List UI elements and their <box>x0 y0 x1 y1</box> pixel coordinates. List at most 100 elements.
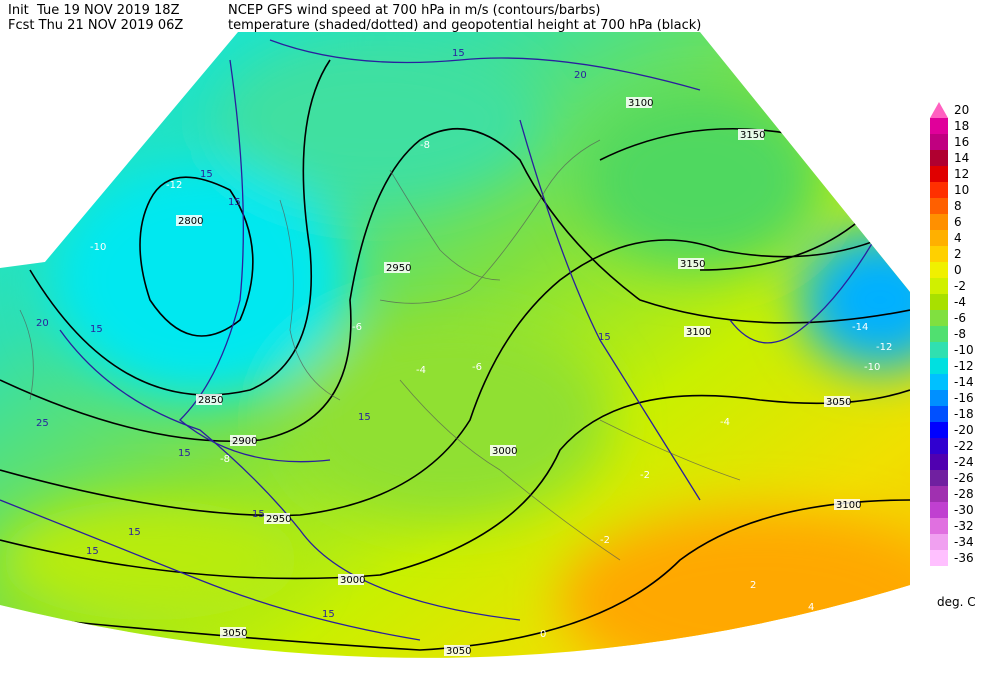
colorbar-label: 14 <box>954 151 969 165</box>
colorbar-box <box>930 518 948 534</box>
temperature-label: -4 <box>720 417 730 428</box>
unit-label: deg. C <box>937 595 976 609</box>
temperature-label: 2 <box>750 580 756 591</box>
temperature-label: -8 <box>220 454 230 465</box>
height-contour-label: 3100 <box>836 500 861 511</box>
label-bg <box>338 574 364 585</box>
height-contour-label: 3150 <box>680 259 705 270</box>
height-contour-label: 3000 <box>340 575 365 586</box>
colorbar-box <box>930 534 948 550</box>
label-bg <box>678 258 704 269</box>
colorbar-box <box>930 374 948 390</box>
colorbar-label: 8 <box>954 199 962 213</box>
wind-contour-label: 15 <box>86 546 99 557</box>
colorbar-label: 18 <box>954 119 969 133</box>
height-contour-label: 2900 <box>232 436 257 447</box>
wind-contour-label: 15 <box>228 197 241 208</box>
colorbar-box <box>930 294 948 310</box>
colorbar-label: 2 <box>954 247 962 261</box>
label-bg <box>384 262 410 273</box>
temperature-label: -6 <box>352 322 362 333</box>
colorbar-box <box>930 390 948 406</box>
colorbar-box <box>930 134 948 150</box>
colorbar-box <box>930 438 948 454</box>
title-line: temperature (shaded/dotted) and geopoten… <box>228 18 701 33</box>
wind-contour-label: 15 <box>452 48 465 59</box>
wind-contour-label: 15 <box>598 332 611 343</box>
temperature-label: -14 <box>852 322 868 333</box>
colorbar-label: -32 <box>954 519 974 533</box>
colorbar-box <box>930 262 948 278</box>
height-contour-label: 2950 <box>386 263 411 274</box>
temperature-label: -12 <box>876 342 892 353</box>
colorbar-box <box>930 182 948 198</box>
colorbar-box <box>930 454 948 470</box>
temperature-label: -2 <box>600 535 610 546</box>
height-contour-label: 3050 <box>446 646 471 657</box>
colorbar-box <box>930 342 948 358</box>
wind-contour-label: 15 <box>90 324 103 335</box>
colorbar-label: -36 <box>954 551 974 565</box>
temperature-label: -8 <box>420 140 430 151</box>
temperature-label: 4 <box>808 602 814 613</box>
temperature-label: -12 <box>166 180 182 191</box>
label-bg <box>626 97 652 108</box>
colorbar-label: -20 <box>954 423 974 437</box>
label-bg <box>738 129 764 140</box>
wind-contour-label: 20 <box>574 70 587 81</box>
colorbar-label: -34 <box>954 535 974 549</box>
colorbar-box <box>930 230 948 246</box>
colorbar-box <box>930 486 948 502</box>
colorbar-label: -24 <box>954 455 974 469</box>
wind-contour-label: 15 <box>128 527 141 538</box>
colorbar-box <box>930 278 948 294</box>
label-bg <box>444 645 470 656</box>
colorbar-box <box>930 118 948 134</box>
colorbar-label: 12 <box>954 167 969 181</box>
wind-contour-label: 15 <box>200 169 213 180</box>
label-bg <box>824 396 850 407</box>
wind-contour-label: 15 <box>358 412 371 423</box>
colorbar-box <box>930 198 948 214</box>
colorbar-label: 0 <box>954 263 962 277</box>
label-bg <box>220 627 246 638</box>
colorbar-label: -22 <box>954 439 974 453</box>
colorbar-label: -14 <box>954 375 974 389</box>
wind-contour-label: 25 <box>36 418 49 429</box>
label-bg <box>490 445 516 456</box>
height-contour-label: 2850 <box>198 395 223 406</box>
title-line: NCEP GFS wind speed at 700 hPa in m/s (c… <box>228 3 601 18</box>
temperature-label: -4 <box>416 365 426 376</box>
height-contour-label: 2950 <box>266 514 291 525</box>
colorbar-label: -30 <box>954 503 974 517</box>
wind-contour-label: 15 <box>252 509 265 520</box>
colorbar-label: -6 <box>954 311 966 325</box>
fcst-text: Fcst Thu 21 NOV 2019 06Z <box>8 18 183 33</box>
height-contour-label: 2800 <box>178 216 203 227</box>
colorbar-label: 4 <box>954 231 962 245</box>
colorbar-box <box>930 502 948 518</box>
colorbar-arrow <box>930 102 948 118</box>
label-bg <box>196 394 222 405</box>
height-contour-label: 3000 <box>492 446 517 457</box>
colorbar-label: -26 <box>954 471 974 485</box>
wind-contour-label: 20 <box>36 318 49 329</box>
colorbar-box <box>930 310 948 326</box>
colorbar-label: 20 <box>954 103 969 117</box>
colorbar-box <box>930 470 948 486</box>
colorbar-label: -2 <box>954 279 966 293</box>
height-contour-label: 3050 <box>826 397 851 408</box>
colorbar-box <box>930 166 948 182</box>
colorbar-label: 10 <box>954 183 969 197</box>
colorbar-label: -28 <box>954 487 974 501</box>
temperature-label: -6 <box>472 362 482 373</box>
colorbar-label: -8 <box>954 327 966 341</box>
label-bg <box>230 435 256 446</box>
colorbar-box <box>930 326 948 342</box>
label-bg <box>834 499 860 510</box>
wind-contour-label: 15 <box>322 609 335 620</box>
temperature-label: -10 <box>864 362 880 373</box>
colorbar-box <box>930 214 948 230</box>
